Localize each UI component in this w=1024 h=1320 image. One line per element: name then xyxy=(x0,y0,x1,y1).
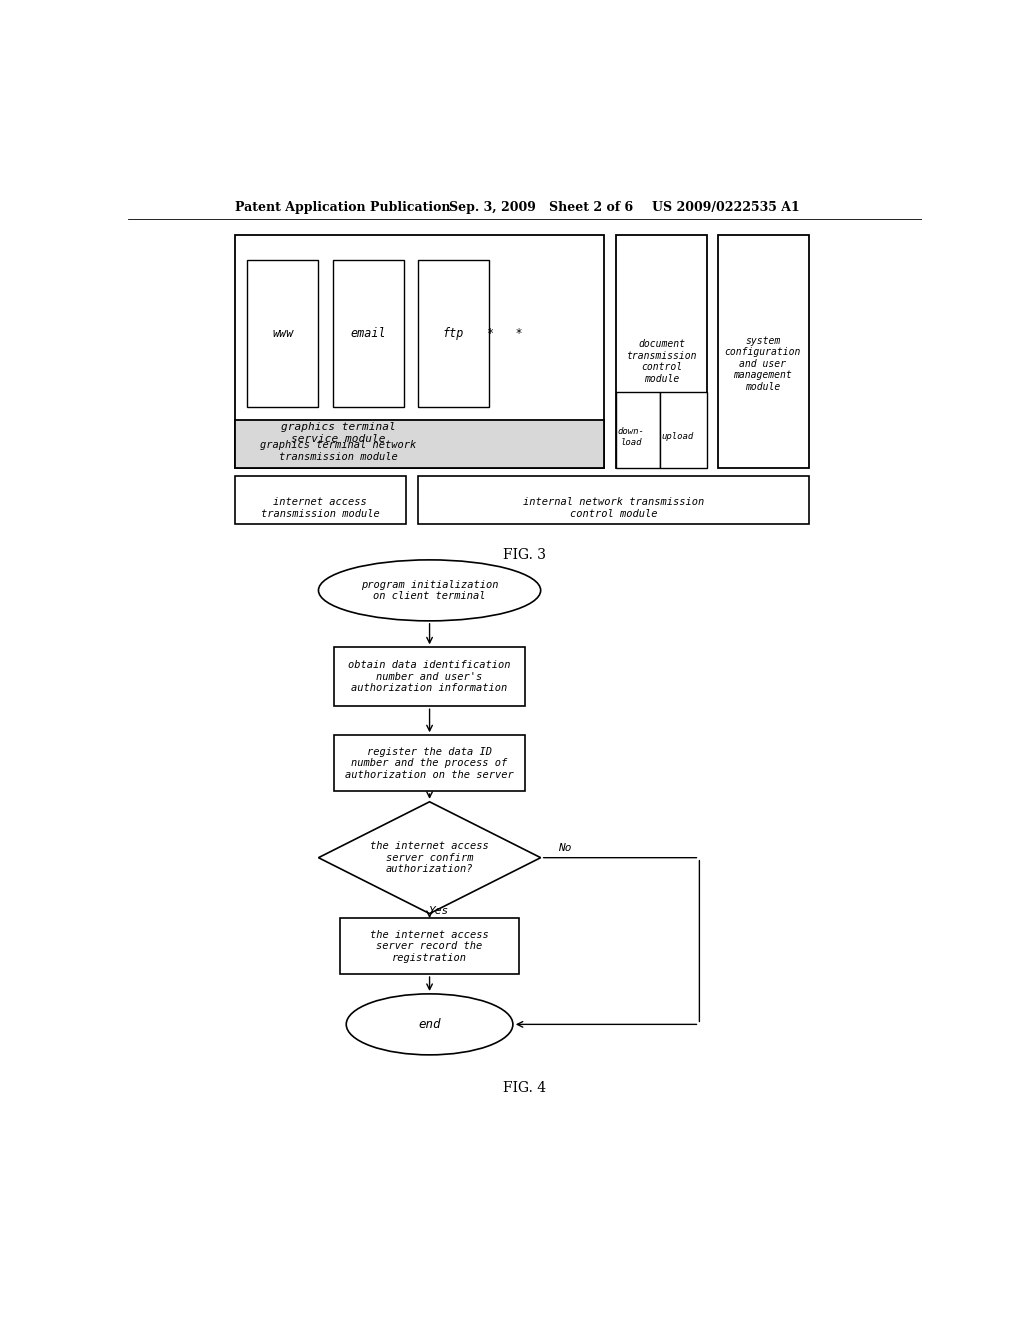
Text: ftp: ftp xyxy=(442,327,464,341)
Text: FIG. 4: FIG. 4 xyxy=(503,1081,547,1096)
Text: FIG. 3: FIG. 3 xyxy=(504,548,546,562)
Text: down-
load: down- load xyxy=(617,428,644,446)
Text: Sep. 3, 2009: Sep. 3, 2009 xyxy=(450,201,537,214)
Text: document
transmission
control
module: document transmission control module xyxy=(627,339,697,384)
Text: email: email xyxy=(350,327,386,341)
FancyBboxPatch shape xyxy=(718,235,809,469)
FancyBboxPatch shape xyxy=(333,260,404,408)
Text: program initialization
on client terminal: program initialization on client termina… xyxy=(360,579,499,601)
FancyBboxPatch shape xyxy=(236,235,604,469)
FancyBboxPatch shape xyxy=(247,260,318,408)
Text: *   *: * * xyxy=(487,327,523,339)
Text: graphics terminal
service module: graphics terminal service module xyxy=(281,422,395,444)
Text: Yes: Yes xyxy=(429,906,450,916)
FancyBboxPatch shape xyxy=(418,260,489,408)
FancyBboxPatch shape xyxy=(616,392,659,469)
Text: obtain data identification
number and user's
authorization information: obtain data identification number and us… xyxy=(348,660,511,693)
Text: the internet access
server record the
registration: the internet access server record the re… xyxy=(371,929,488,962)
FancyBboxPatch shape xyxy=(236,475,406,524)
FancyBboxPatch shape xyxy=(659,392,708,469)
FancyBboxPatch shape xyxy=(340,919,519,974)
Text: Patent Application Publication: Patent Application Publication xyxy=(236,201,451,214)
Text: graphics terminal network
transmission module: graphics terminal network transmission m… xyxy=(260,441,417,462)
Text: internal network transmission
control module: internal network transmission control mo… xyxy=(523,498,705,519)
Text: www: www xyxy=(272,327,294,341)
Text: US 2009/0222535 A1: US 2009/0222535 A1 xyxy=(652,201,800,214)
FancyBboxPatch shape xyxy=(418,475,809,524)
Text: upload: upload xyxy=(662,433,693,441)
FancyBboxPatch shape xyxy=(616,235,708,469)
Text: system
configuration
and user
management
module: system configuration and user management… xyxy=(725,335,801,392)
FancyBboxPatch shape xyxy=(236,420,604,469)
Text: the internet access
server confirm
authorization?: the internet access server confirm autho… xyxy=(371,841,488,874)
Text: No: No xyxy=(558,842,571,853)
Text: Sheet 2 of 6: Sheet 2 of 6 xyxy=(549,201,633,214)
Text: register the data ID
number and the process of
authorization on the server: register the data ID number and the proc… xyxy=(345,747,514,780)
Ellipse shape xyxy=(346,994,513,1055)
FancyBboxPatch shape xyxy=(334,735,524,791)
Polygon shape xyxy=(318,801,541,913)
Text: internet access
transmission module: internet access transmission module xyxy=(261,498,380,519)
Text: end: end xyxy=(419,1018,440,1031)
Ellipse shape xyxy=(318,560,541,620)
FancyBboxPatch shape xyxy=(334,647,524,706)
